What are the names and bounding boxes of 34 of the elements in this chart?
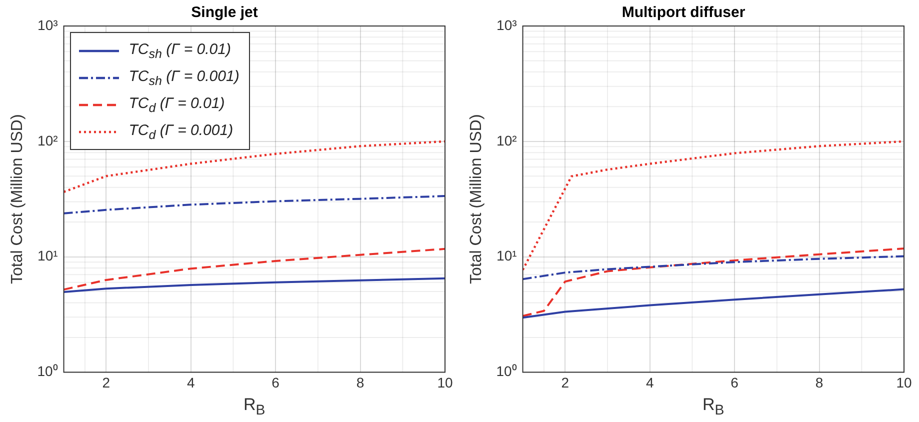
y-tick-label: 10²: [496, 132, 518, 148]
line-series: [64, 195, 445, 214]
y-axis-title: Total Cost (Million USD): [468, 114, 486, 284]
y-tick-label: 10¹: [38, 248, 58, 264]
line-series: [64, 140, 445, 194]
legend-label: TC$_{d}$ (Γ = 0.01): [128, 94, 225, 114]
legend-label: TC$_{sh}$ (Γ = 0.01): [128, 40, 231, 60]
y-axis-title: Total Cost (Million USD): [9, 114, 26, 284]
line-series: [522, 255, 904, 280]
line-series: [522, 248, 904, 317]
x-tick-label: 10: [437, 374, 453, 390]
y-tick-label: 10¹: [496, 248, 518, 264]
y-tick-label: 10⁰: [37, 363, 58, 380]
x-tick-label: 4: [186, 374, 195, 390]
legend-label: TC$_{sh}$ (Γ = 0.001): [128, 68, 240, 88]
x-tick-label: 8: [356, 374, 364, 390]
x-tick-label: 6: [272, 374, 280, 390]
x-tick-label: 2: [102, 374, 110, 390]
legend-label: TC$_{d}$ (Γ = 0.001): [128, 122, 234, 142]
x-tick-label: 6: [730, 374, 739, 390]
chart-title: Multiport diffuser: [622, 4, 746, 22]
chart-title: Single jet: [191, 4, 258, 22]
x-tick-label: 10: [896, 374, 912, 390]
line-series: [64, 248, 445, 291]
y-tick-label: 10²: [38, 132, 58, 148]
line-series: [522, 140, 904, 271]
x-tick-label: 2: [561, 374, 570, 390]
x-axis-title: R$_{B}$: [242, 395, 266, 418]
y-tick-label: 10³: [496, 16, 518, 33]
y-tick-label: 10⁰: [496, 363, 517, 380]
y-tick-label: 10³: [38, 16, 58, 33]
x-axis-title: R$_{B}$: [702, 395, 726, 418]
x-tick-label: 4: [646, 374, 654, 390]
x-tick-label: 8: [815, 374, 824, 390]
